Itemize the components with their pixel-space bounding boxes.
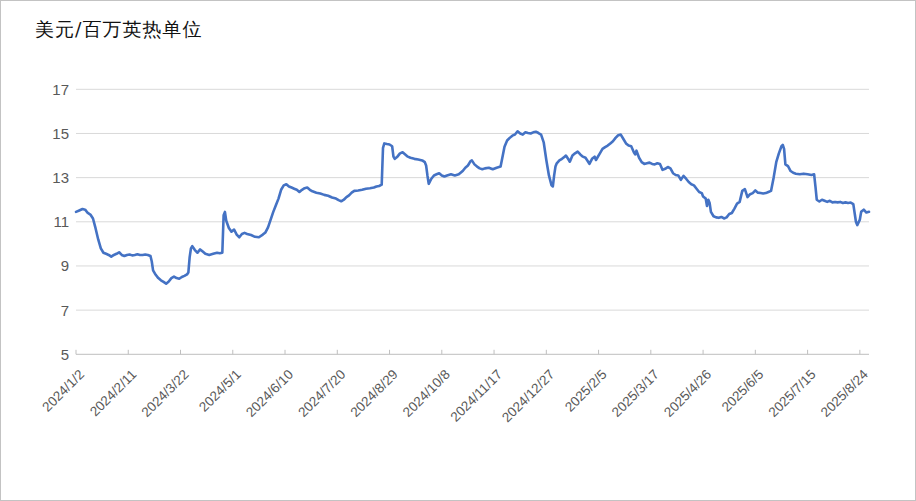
price-line <box>76 131 869 283</box>
x-tick-label: 2024/10/8 <box>400 367 453 420</box>
y-axis-labels: 5 7 9 11 13 15 17 <box>52 81 69 363</box>
x-tick-label: 2024/1/2 <box>39 367 87 415</box>
line-chart: 57911131517 2024/1/22024/2/112024/3/2220… <box>1 1 916 501</box>
x-tick-label: 2025/4/26 <box>661 367 714 420</box>
x-tick-label: 2025/6/5 <box>719 367 767 415</box>
x-axis-labels: 2024/1/22024/2/112024/3/222024/5/12024/6… <box>39 366 871 425</box>
y-tick-label: 9 <box>61 257 69 274</box>
x-tick-label: 2025/2/5 <box>562 367 610 415</box>
y-tick-label: 13 <box>52 169 69 186</box>
x-tick-label: 2024/3/22 <box>139 367 192 420</box>
x-tick-label: 2025/7/15 <box>766 367 819 420</box>
y-tick-label: 7 <box>61 302 69 319</box>
price-series <box>76 131 869 283</box>
x-tick-label: 2024/8/29 <box>348 367 401 420</box>
x-tick-label: 2024/2/11 <box>87 367 139 419</box>
x-tick-label: 2024/11/17 <box>447 367 505 425</box>
x-tick-label: 2024/5/1 <box>196 367 244 415</box>
x-tick-label: 2024/7/20 <box>295 367 348 420</box>
gridlines <box>76 89 869 354</box>
x-tick-label: 2025/8/24 <box>818 366 871 419</box>
x-tick-label: 2024/12/27 <box>499 367 557 425</box>
x-axis <box>76 350 860 355</box>
x-tick-label: 2024/6/10 <box>243 367 296 420</box>
y-tick-label: 11 <box>53 213 69 230</box>
chart-container: 美元/百万英热单位 57911131517 2024/1/22024/2/112… <box>0 0 916 501</box>
x-tick-label: 2025/3/17 <box>609 367 662 420</box>
y-tick-label: 5 <box>61 346 69 363</box>
y-tick-label: 17 <box>52 81 69 98</box>
y-tick-label: 15 <box>52 125 69 142</box>
